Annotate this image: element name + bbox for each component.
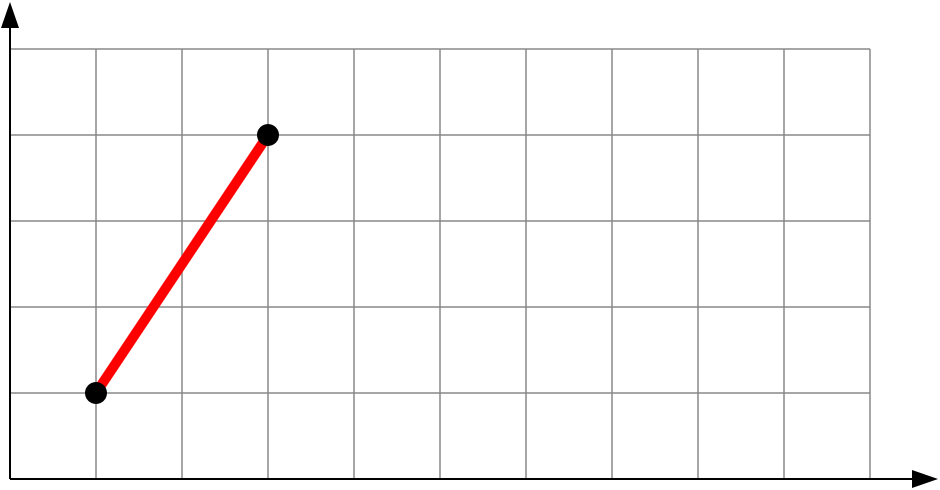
x-axis-arrowhead [912, 470, 938, 488]
grid [10, 48, 871, 479]
data-point [257, 124, 279, 146]
data-point [85, 382, 107, 404]
series-line [91, 130, 273, 398]
y-axis-arrowhead [1, 2, 19, 28]
series [85, 124, 279, 404]
